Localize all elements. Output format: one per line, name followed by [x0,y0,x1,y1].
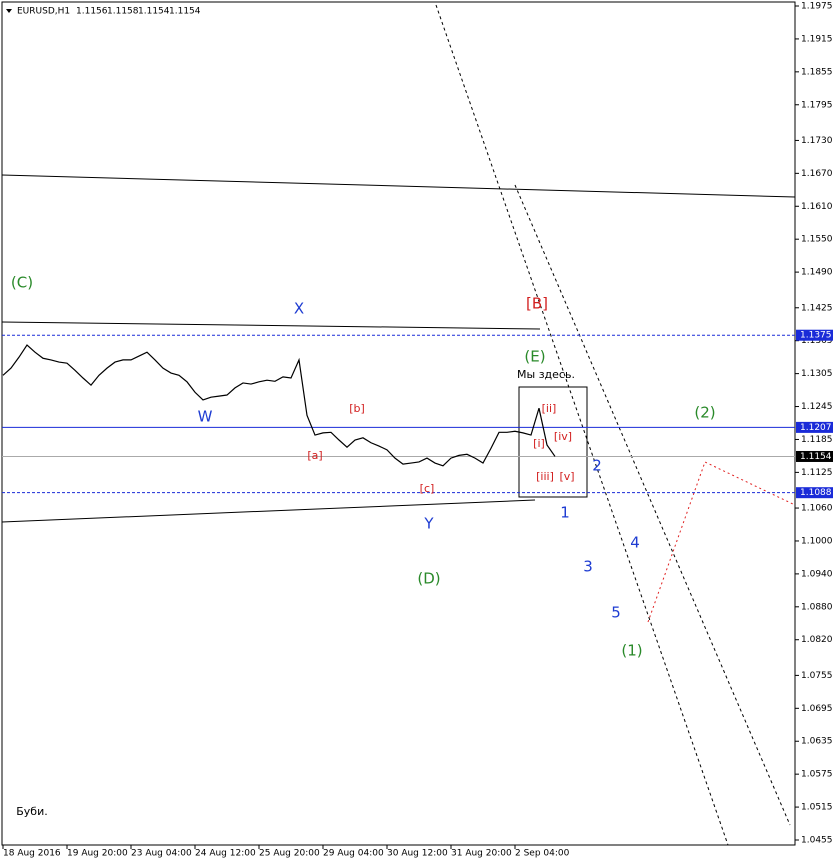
wave-label: Мы здесь. [517,368,575,381]
price-level-box [796,487,833,499]
x-tick-label: 19 Aug 20:00 [67,849,128,859]
quote-value: 1.1154 [169,7,201,17]
y-tick-label: 1.0880 [801,602,833,612]
y-tick-label: 1.1365 [801,336,833,346]
price-level-box [796,421,833,433]
wave-label: W [198,408,213,426]
trend-line [1,499,536,523]
y-tick-label: 1.1610 [801,202,833,212]
menu-icon[interactable] [6,9,12,13]
wave-label: 3 [583,558,593,576]
wave-label: (2) [694,404,715,422]
y-tick-label: 1.0455 [801,836,833,846]
y-tick-label: 1.1490 [801,268,833,278]
wave-label: 5 [611,604,621,622]
y-tick-label: 1.1975 [801,2,833,12]
price-level-label: 1.1088 [800,488,832,498]
y-tick-label: 1.1125 [801,468,833,478]
y-tick-label: 1.1670 [801,169,833,179]
channel-line [435,4,729,846]
y-tick-label: 1.0695 [801,704,833,714]
x-tick-label: 23 Aug 04:00 [131,849,192,859]
wave-label: [iv] [554,430,572,443]
y-tick-label: 1.1000 [801,536,833,546]
y-tick-label: 1.0940 [801,569,833,579]
x-tick-label: 25 Aug 20:00 [259,849,320,859]
x-tick-label: 30 Aug 12:00 [387,849,448,859]
y-tick-label: 1.1550 [801,235,833,245]
y-tick-label: 1.1185 [801,435,833,445]
channel-line [514,184,791,826]
price-level-label: 1.1207 [800,423,832,433]
y-tick-label: 1.0820 [801,635,833,645]
highlight-box [518,386,588,498]
quote-value: 1.1154 [138,7,170,17]
price-level-label: 1.1375 [800,331,832,341]
wave-label: Буби. [16,805,48,818]
y-tick-label: 1.1245 [801,402,833,412]
y-tick-label: 1.0515 [801,803,833,813]
y-tick-label: 1.0575 [801,770,833,780]
wave-label: (E) [524,348,545,366]
plot-frame [1,1,796,846]
wave-label: [b] [349,402,365,415]
wave-label: [a] [307,449,322,462]
y-tick-label: 1.1855 [801,67,833,77]
y-tick-label: 1.1795 [801,100,833,110]
wave-label: [v] [559,470,574,483]
y-tick-label: 1.1730 [801,136,833,146]
wave-label: 2 [592,457,602,475]
price-level-box [796,329,833,341]
wave-label: (C) [11,274,33,292]
x-tick-label: 24 Aug 12:00 [195,849,256,859]
wave-label: Y [423,515,434,533]
price-line [2,344,556,467]
y-tick-label: 1.1425 [801,303,833,313]
quote-value: 1.1156 [76,7,108,17]
wave-label: [c] [420,482,435,495]
price-level-box [796,450,833,462]
y-tick-label: 1.1305 [801,369,833,379]
wave-label: 1 [560,504,570,522]
y-tick-label: 1.0755 [801,671,833,681]
symbol: EURUSD,H1 [17,7,70,17]
wave-label: [B] [526,295,548,313]
x-tick-label: 31 Aug 20:00 [451,849,512,859]
wave-label: X [294,300,304,318]
wave-label: (D) [417,570,440,588]
wave-label: [i] [533,437,545,450]
y-tick-label: 1.0635 [801,737,833,747]
y-tick-label: 1.1060 [801,504,833,514]
x-tick-label: 18 Aug 2016 [3,849,61,859]
wave-label: 4 [630,534,640,552]
quote-value: 1.1158 [107,7,139,17]
y-tick-label: 1.1915 [801,34,833,44]
price-level-label: 1.1154 [800,452,832,462]
wave-label: [ii] [542,402,557,415]
x-tick-label: 2 Sep 04:00 [515,849,570,859]
trend-line [1,321,541,330]
wave-label: (1) [621,642,642,660]
x-tick-label: 29 Aug 04:00 [323,849,384,859]
projection-line [647,461,796,623]
trend-line [1,174,796,198]
wave-label: [iii] [536,470,554,483]
